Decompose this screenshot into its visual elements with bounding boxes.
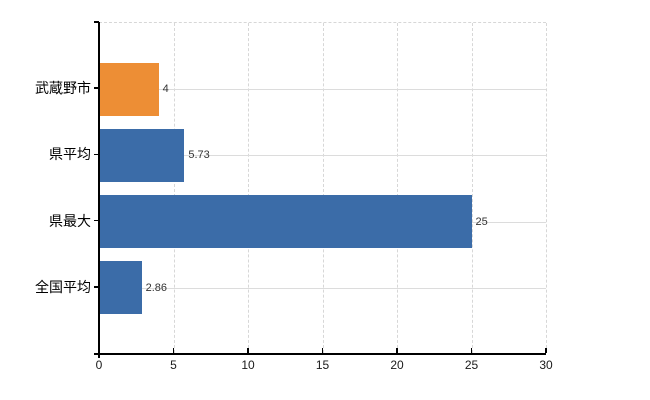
- x-axis-tick: [321, 348, 324, 353]
- horizontal-gridline: [99, 155, 546, 157]
- vertical-gridline: [173, 23, 175, 353]
- x-axis-tick: [396, 348, 398, 353]
- vertical-gridline: [248, 23, 249, 353]
- x-tick-label: 0: [95, 358, 103, 372]
- y-axis-tick: [94, 153, 99, 156]
- x-tick-label: 15: [315, 358, 330, 372]
- category-label: 全国平均: [35, 278, 91, 295]
- vertical-gridline: [471, 23, 473, 353]
- x-axis-tick: [247, 348, 249, 353]
- plot-area: 4 5.73 25 2.86: [99, 22, 547, 353]
- category-label: 武蔵野市: [35, 80, 91, 97]
- y-axis-tick: [94, 219, 99, 222]
- x-tick-label: 30: [539, 358, 553, 372]
- bar: [99, 261, 142, 315]
- x-tick-label: 5: [170, 358, 177, 372]
- x-axis-tick: [172, 348, 175, 353]
- vertical-gridline: [546, 23, 547, 353]
- bar: [99, 195, 472, 249]
- vertical-gridline: [397, 23, 398, 353]
- bar-value-label: 2.86: [145, 281, 168, 294]
- vertical-gridline: [322, 23, 324, 353]
- y-axis-end-tick: [94, 21, 99, 23]
- y-axis-tick: [94, 87, 99, 89]
- bar-value-label: 25: [475, 215, 488, 228]
- horizontal-gridline: [99, 287, 546, 289]
- bar: [99, 128, 185, 182]
- y-axis-line: [98, 22, 100, 358]
- category-label: 県平均: [49, 146, 91, 163]
- bar-value-label: 5.73: [188, 149, 210, 162]
- x-tick-label: 20: [390, 358, 404, 372]
- x-axis-tick: [470, 348, 473, 353]
- x-axis-line: [94, 353, 546, 355]
- x-tick-label: 10: [241, 358, 255, 372]
- x-axis-tick: [545, 348, 547, 353]
- x-tick-label: 25: [464, 358, 479, 372]
- bar: [99, 62, 159, 116]
- bar-value-label: 4: [162, 83, 169, 96]
- category-label: 県最大: [49, 212, 91, 229]
- y-axis-tick: [94, 286, 99, 288]
- horizontal-gridline: [99, 89, 546, 91]
